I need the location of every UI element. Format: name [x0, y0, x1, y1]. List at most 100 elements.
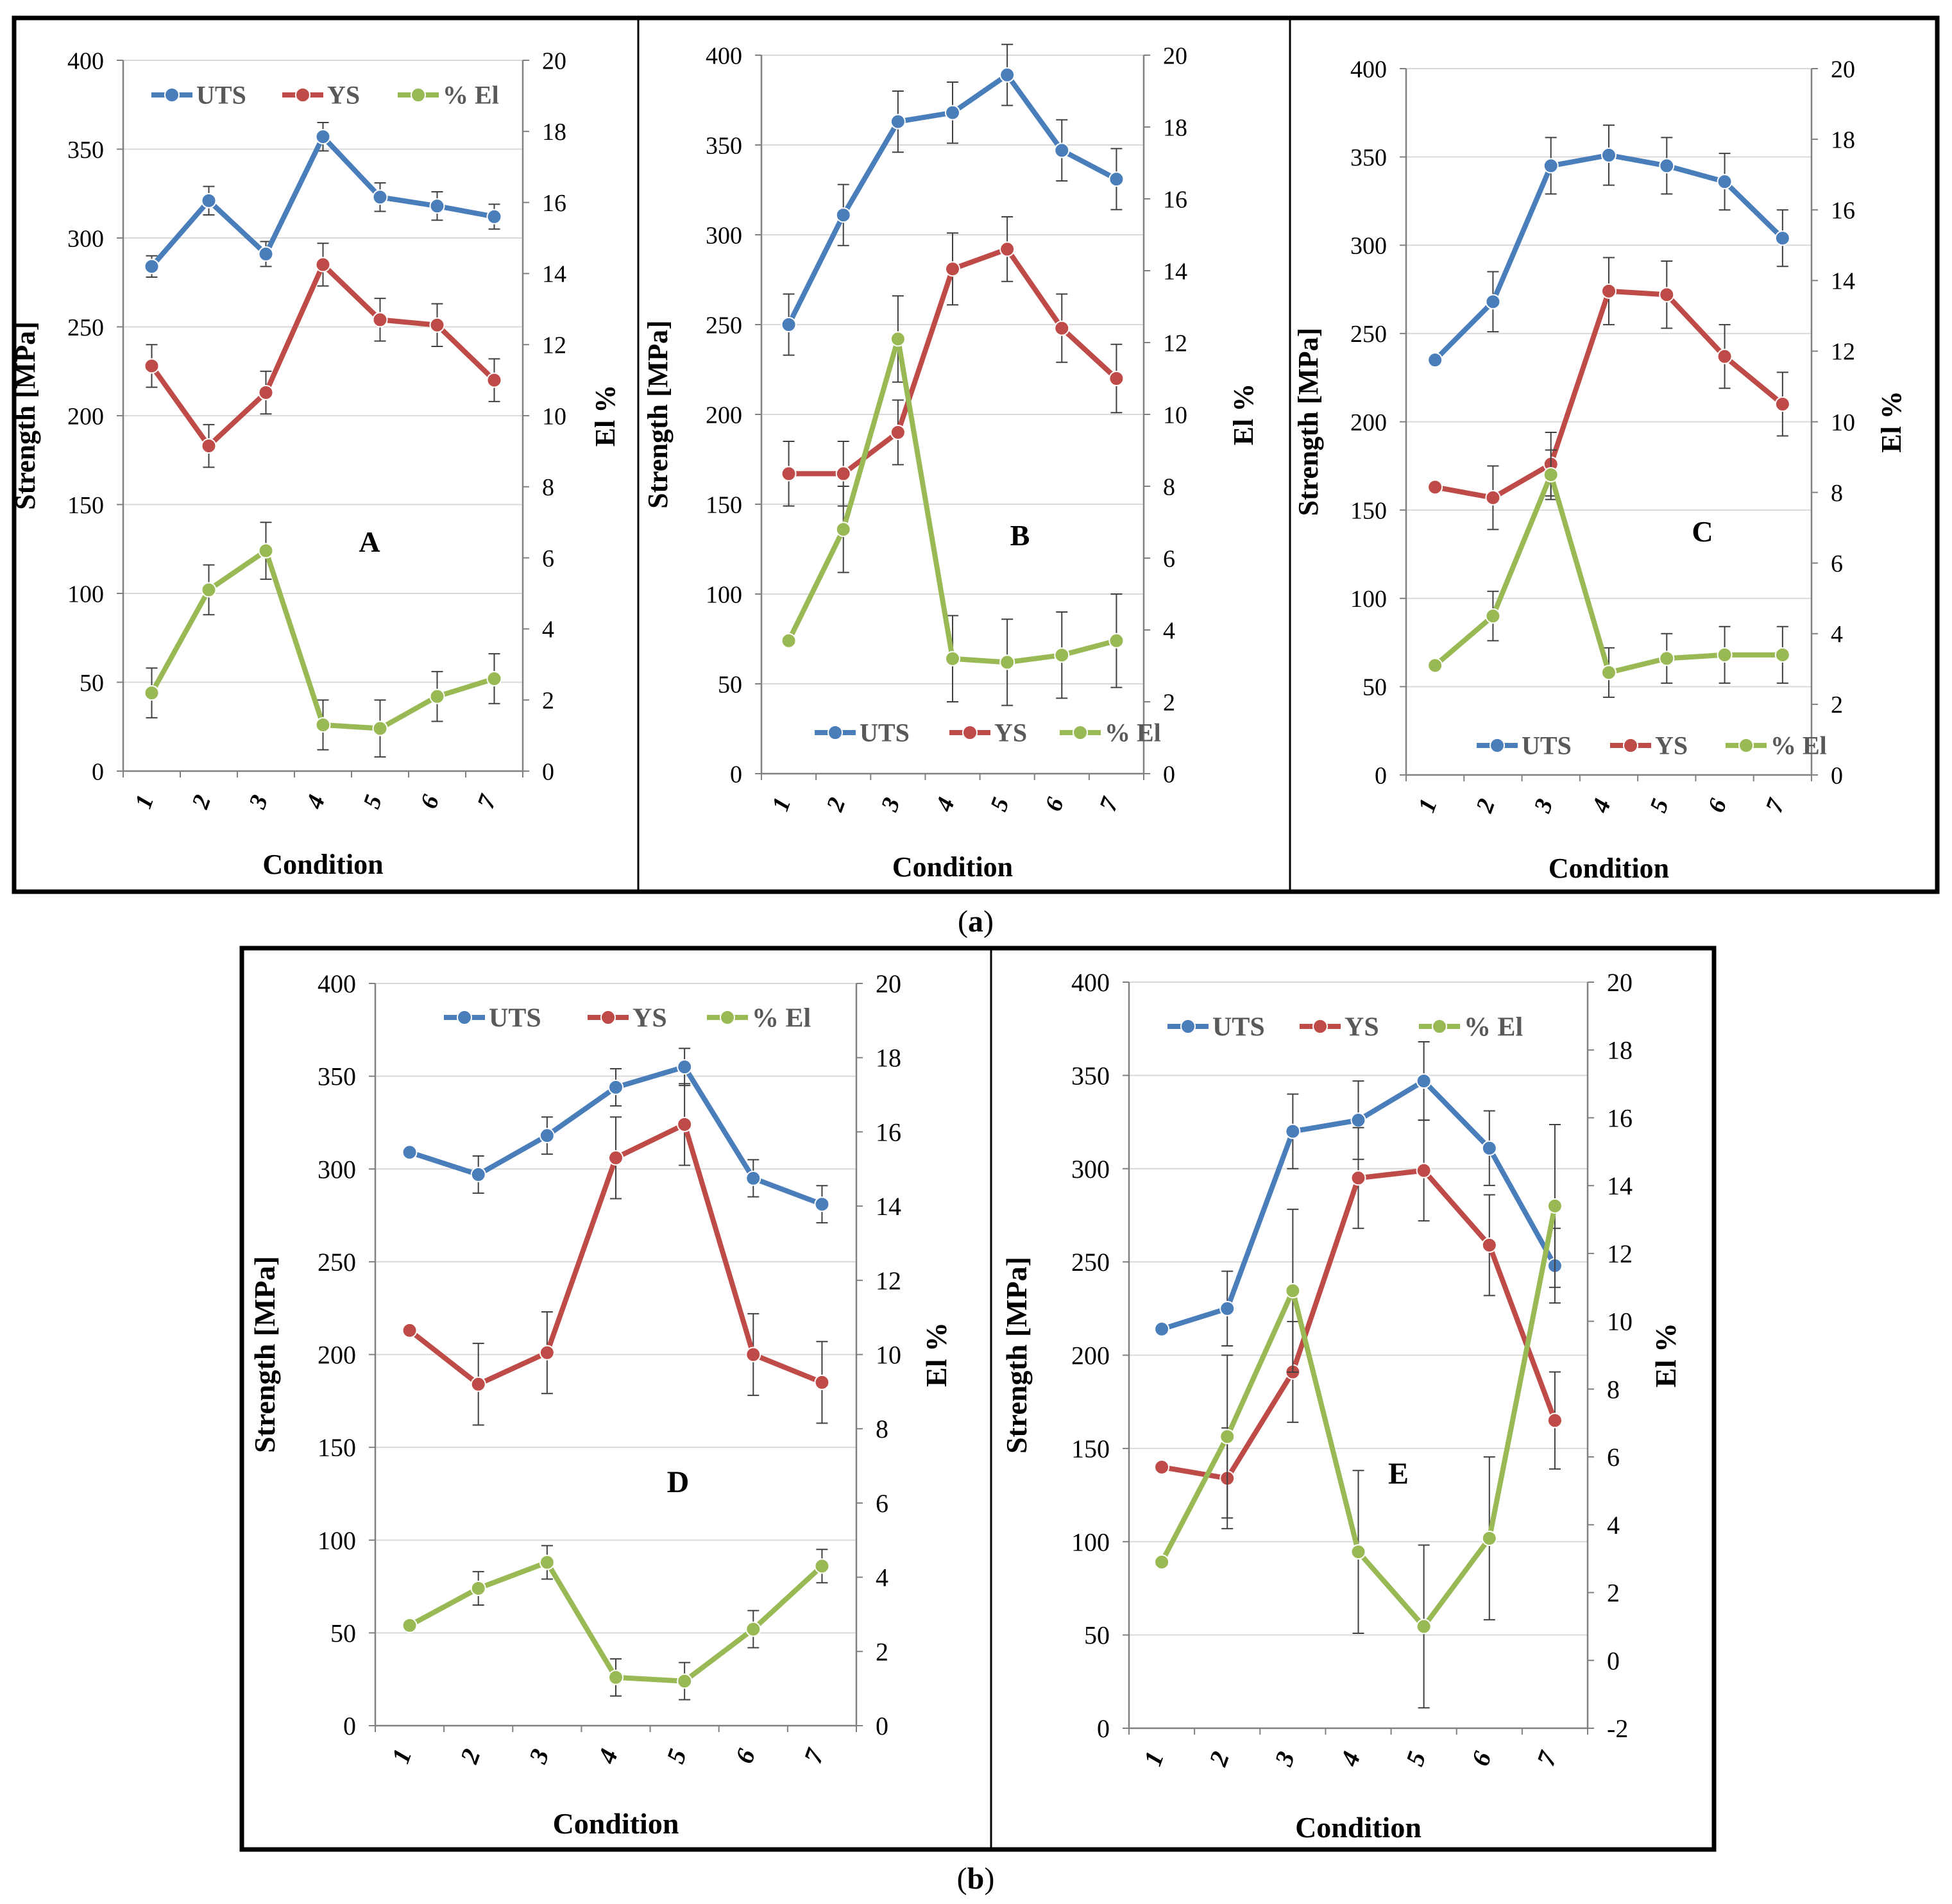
panel-label: D	[667, 1465, 690, 1499]
x-tick-label: 5	[985, 794, 1015, 815]
y2-tick-label: 2	[1163, 689, 1175, 716]
y-tick-label: 0	[1097, 1714, 1110, 1743]
data-point	[835, 522, 851, 538]
x-tick-label: 2	[1471, 795, 1500, 817]
legend-label: YS	[632, 1003, 667, 1033]
y-tick-label: 250	[1071, 1248, 1110, 1277]
data-point	[1543, 467, 1559, 483]
y2-tick-label: 12	[1831, 339, 1855, 366]
data-point	[1154, 1554, 1170, 1570]
data-point	[890, 425, 906, 440]
y2-tick-label: 8	[876, 1415, 888, 1443]
data-point	[1219, 1300, 1235, 1316]
x-tick-label: 5	[661, 1745, 692, 1767]
y2-axis-title: El %	[920, 1322, 953, 1387]
y2-tick-label: 0	[1607, 1646, 1620, 1675]
legend-label: % El	[1464, 1012, 1523, 1042]
x-tick-label: 4	[591, 1745, 623, 1767]
data-point	[1601, 283, 1617, 299]
x-tick-label: 1	[767, 794, 796, 815]
y-tick-label: 100	[67, 581, 104, 608]
y-tick-label: 50	[80, 670, 104, 697]
series-uts	[1154, 1041, 1563, 1347]
x-axis-title: Condition	[262, 849, 383, 880]
legend: UTS YS % El	[1167, 1012, 1523, 1042]
series-el	[402, 1545, 830, 1701]
y2-tick-label: 8	[1607, 1375, 1620, 1404]
data-point	[1108, 371, 1125, 386]
data-point	[1427, 352, 1443, 368]
series-ys	[1427, 257, 1790, 531]
y2-tick-label: 16	[1163, 186, 1187, 213]
data-point	[945, 105, 960, 121]
y2-tick-label: 18	[1607, 1036, 1633, 1065]
x-tick-label: 7	[798, 1744, 830, 1767]
data-point	[539, 1554, 555, 1570]
data-point	[677, 1059, 693, 1075]
legend: UTS YS % El	[1477, 731, 1827, 760]
series-el	[1427, 449, 1790, 698]
data-point	[486, 208, 502, 225]
y-axis-title: Strength [MPa]	[642, 320, 674, 509]
legend-swatch-marker	[1432, 1019, 1447, 1034]
y2-tick-label: 4	[876, 1563, 888, 1592]
x-tick-label: 2	[187, 792, 216, 813]
data-point	[835, 207, 851, 223]
data-point	[1416, 1162, 1432, 1178]
series-ys	[144, 242, 502, 468]
x-tick-label: 6	[415, 792, 445, 812]
data-point	[1659, 650, 1675, 667]
data-point	[945, 650, 960, 667]
x-tick-label: 4	[1586, 795, 1616, 817]
series-ys	[781, 216, 1125, 507]
panel-label: B	[1010, 519, 1030, 552]
data-point	[144, 685, 160, 701]
legend-swatch-marker	[295, 87, 310, 103]
data-point	[1601, 665, 1617, 681]
data-point	[608, 1079, 624, 1095]
data-point	[1774, 230, 1790, 246]
y-tick-label: 0	[730, 761, 742, 788]
data-point	[1054, 320, 1070, 336]
data-point	[470, 1376, 486, 1392]
series-ys	[402, 1083, 830, 1426]
series-line	[786, 336, 1117, 665]
y2-tick-label: 8	[542, 474, 554, 501]
y-tick-label: 150	[67, 492, 104, 519]
y-tick-label: 350	[318, 1062, 356, 1091]
x-tick-label: 7	[1531, 1746, 1563, 1769]
data-point	[1547, 1198, 1563, 1214]
y-tick-label: 100	[706, 581, 742, 608]
y2-tick-label: 8	[1163, 473, 1175, 500]
data-point	[372, 720, 388, 736]
y2-tick-label: 2	[876, 1637, 888, 1666]
x-tick-label: 1	[130, 792, 159, 812]
y2-tick-label: 14	[1607, 1171, 1633, 1200]
y2-tick-label: 0	[1163, 761, 1175, 788]
data-point	[814, 1558, 830, 1574]
y2-tick-label: 20	[542, 47, 566, 74]
data-point	[608, 1669, 624, 1685]
legend-label: UTS	[860, 718, 910, 747]
data-point	[1427, 658, 1443, 674]
chart-A: 0501001502002503003504000246810121416182…	[10, 47, 621, 880]
data-point	[1481, 1237, 1497, 1253]
x-tick-label: 1	[386, 1745, 417, 1767]
y2-tick-label: 4	[542, 616, 554, 643]
y2-axis-title: El %	[1649, 1323, 1682, 1388]
x-tick-label: 3	[1269, 1747, 1300, 1770]
y-tick-label: 400	[1350, 56, 1387, 83]
series-el	[144, 522, 502, 758]
data-point	[1285, 1283, 1301, 1299]
x-tick-label: 3	[523, 1745, 554, 1767]
x-tick-label: 1	[1138, 1747, 1169, 1769]
data-point	[539, 1128, 555, 1144]
data-point	[539, 1345, 555, 1361]
y2-tick-label: 18	[876, 1044, 901, 1073]
legend-label: % El	[1770, 731, 1827, 760]
caption-a: (a)	[958, 905, 994, 939]
y2-tick-label: 14	[876, 1192, 901, 1221]
y-tick-label: 250	[706, 312, 742, 339]
y2-tick-label: 4	[1831, 621, 1843, 648]
data-point	[1350, 1544, 1366, 1560]
